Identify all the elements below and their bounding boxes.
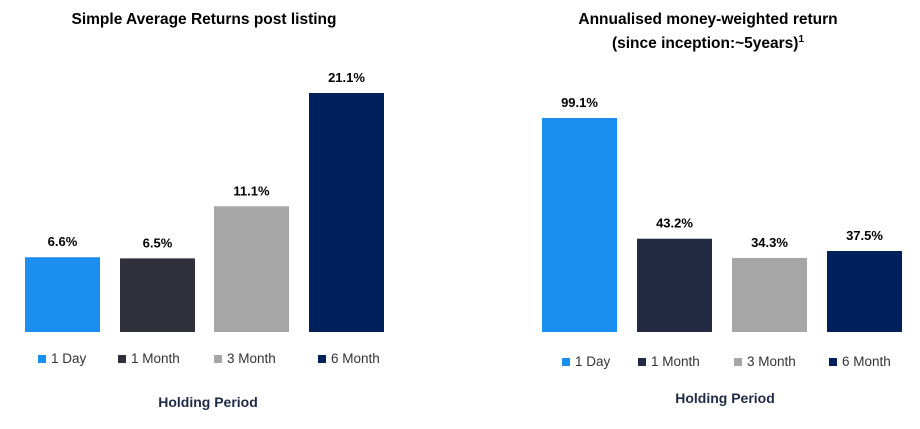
left-legend-label-1: 1 Day — [51, 351, 87, 366]
left-legend-swatch-1 — [38, 355, 46, 363]
left-chart: Simple Average Returns post listing 6.6%… — [25, 11, 384, 410]
right-chart-bars: 99.1% 43.2% 34.3% 37.5% — [542, 95, 902, 332]
left-bar-label-3: 11.1% — [233, 183, 270, 198]
right-chart-subtitle-line: (since inception:~5years)1 — [612, 34, 805, 52]
right-legend-label-2: 1 Month — [651, 354, 700, 369]
left-legend-swatch-4 — [318, 355, 326, 363]
right-chart-title: Annualised money-weighted return — [578, 11, 837, 28]
right-bar-label-4: 37.5% — [846, 228, 883, 243]
right-legend-swatch-3 — [734, 358, 742, 366]
right-legend-swatch-2 — [638, 358, 646, 366]
right-bar-1 — [542, 118, 617, 332]
left-legend-swatch-2 — [118, 355, 126, 363]
left-legend-swatch-3 — [214, 355, 222, 363]
right-legend-label-3: 3 Month — [747, 354, 796, 369]
left-bar-label-2: 6.5% — [143, 235, 173, 250]
left-bar-4 — [309, 93, 384, 332]
right-chart-xlabel: Holding Period — [675, 390, 775, 406]
left-chart-xlabel: Holding Period — [158, 394, 258, 410]
right-bar-label-1: 99.1% — [561, 95, 598, 110]
right-legend-label-4: 6 Month — [842, 354, 891, 369]
right-chart: Annualised money-weighted return (since … — [542, 11, 902, 406]
left-chart-bars: 6.6% 6.5% 11.1% 21.1% — [25, 70, 384, 332]
left-bar-3 — [214, 206, 289, 332]
right-bar-4 — [827, 251, 902, 332]
left-legend-label-2: 1 Month — [131, 351, 180, 366]
left-legend-label-4: 6 Month — [331, 351, 380, 366]
right-chart-subtitle: (since inception:~5years) — [612, 35, 799, 52]
right-chart-legend: 1 Day 1 Month 3 Month 6 Month — [562, 354, 891, 369]
right-legend-swatch-1 — [562, 358, 570, 366]
right-bar-label-3: 34.3% — [751, 235, 788, 250]
right-bar-label-2: 43.2% — [656, 216, 693, 231]
right-chart-subtitle-footnote: 1 — [798, 34, 804, 45]
left-bar-1 — [25, 257, 100, 332]
left-bar-label-4: 21.1% — [328, 70, 365, 85]
left-chart-title: Simple Average Returns post listing — [72, 11, 337, 28]
left-legend-label-3: 3 Month — [227, 351, 276, 366]
right-bar-3 — [732, 257, 807, 332]
right-bar-2 — [637, 238, 712, 332]
left-bar-label-1: 6.6% — [48, 234, 78, 249]
left-chart-legend: 1 Day 1 Month 3 Month 6 Month — [38, 351, 380, 366]
left-bar-2 — [120, 258, 195, 332]
right-legend-swatch-4 — [829, 358, 837, 366]
right-legend-label-1: 1 Day — [575, 354, 611, 369]
